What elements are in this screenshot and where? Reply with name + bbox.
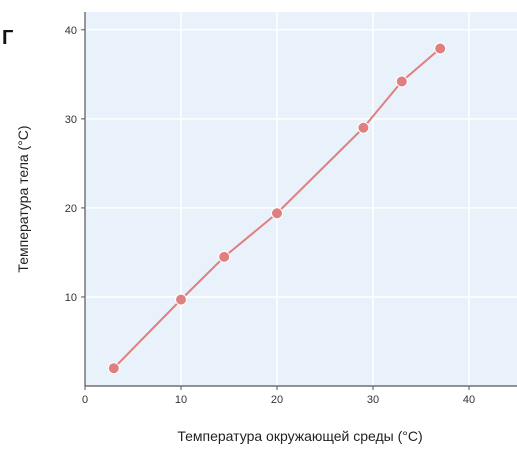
- y-axis-title: Температура тела (°C): [15, 125, 31, 272]
- data-point: [107, 362, 120, 375]
- data-point: [175, 293, 187, 306]
- data-point: [271, 207, 283, 220]
- y-tick-label: 40: [65, 25, 77, 37]
- y-tick-label: 20: [65, 203, 77, 215]
- x-tick-label: 30: [367, 394, 379, 406]
- x-tick-label: 40: [463, 394, 475, 406]
- y-tick-label: 10: [65, 292, 77, 304]
- data-point: [395, 75, 408, 88]
- x-tick-label: 0: [82, 394, 88, 406]
- grid: [85, 12, 517, 386]
- data-point: [434, 42, 447, 55]
- x-axis-title: Температура окружающей среды (°C): [177, 428, 422, 444]
- y-tick-label: 30: [65, 114, 77, 126]
- series: [107, 42, 447, 375]
- data-point: [218, 250, 231, 263]
- plot-area: [85, 12, 517, 386]
- x-tick-label: 10: [175, 394, 187, 406]
- ticks: 0 10 20 30 40 10 20 30 40: [65, 25, 475, 406]
- panel-letter: Г: [2, 27, 13, 49]
- data-point: [357, 121, 370, 134]
- x-tick-label: 20: [271, 394, 283, 406]
- axes: [84, 12, 517, 387]
